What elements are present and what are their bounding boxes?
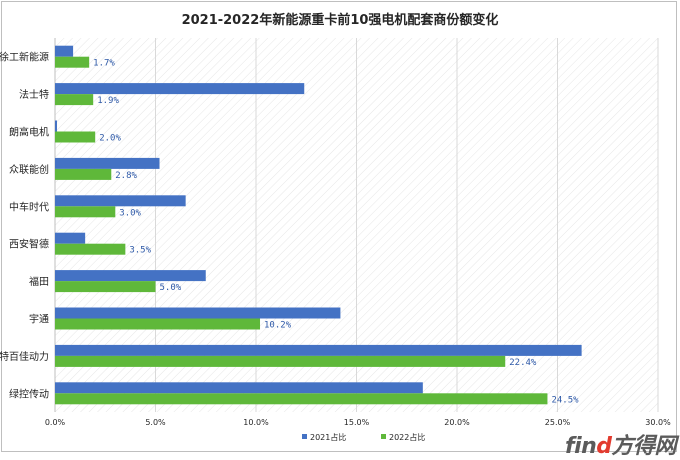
bar-2022	[55, 206, 116, 218]
bar-2021	[55, 195, 186, 207]
x-tick-label: 10.0%	[243, 418, 269, 427]
bar-2022	[55, 168, 112, 180]
data-label: 3.5%	[129, 246, 151, 256]
category-label: 众联能创	[9, 163, 49, 176]
category-label: 宇通	[29, 313, 49, 326]
data-label: 1.9%	[97, 96, 119, 106]
bar-2022	[55, 56, 90, 68]
bar-2022	[55, 281, 156, 293]
bar-2022	[55, 393, 548, 405]
data-label: 2.8%	[115, 171, 137, 181]
bar-2022	[55, 243, 126, 255]
x-tick-label: 20.0%	[444, 418, 470, 427]
bar-2022	[55, 131, 96, 143]
x-tick-label: 5.0%	[145, 418, 166, 427]
category-label: 中车时代	[9, 200, 49, 213]
x-tick-label: 30.0%	[645, 418, 671, 427]
bar-2021	[55, 382, 423, 394]
data-label: 10.2%	[264, 321, 292, 331]
chart-title: 2021-2022年新能源重卡前10强电机配套商份额变化	[181, 13, 499, 28]
legend: 2021占比 2022占比	[302, 432, 425, 442]
data-label: 1.7%	[93, 59, 115, 69]
x-tick-label: 0.0%	[45, 418, 66, 427]
bar-2022	[55, 318, 261, 330]
bar-2021	[55, 45, 74, 57]
category-label: 西安智德	[9, 238, 49, 251]
data-label: 2.0%	[99, 134, 121, 144]
bars	[55, 45, 582, 405]
data-label: 22.4%	[509, 358, 537, 368]
watermark-logo: find方得网	[565, 428, 677, 460]
category-label: 法士特	[19, 88, 49, 101]
watermark-text-main: fin	[565, 434, 597, 459]
bar-2021	[55, 307, 341, 319]
bar-2022	[55, 94, 94, 106]
x-tick-labels: 0.0% 5.0% 10.0% 15.0% 20.0% 25.0% 30.0%	[45, 418, 671, 427]
watermark-text-accent: d	[596, 434, 612, 459]
watermark-text-cn: 方得网	[611, 434, 677, 459]
legend-swatch-2021	[302, 434, 307, 439]
bar-2021	[55, 232, 86, 244]
data-label: 3.0%	[119, 208, 141, 218]
bar-2021	[55, 344, 582, 356]
data-label: 24.5%	[551, 395, 579, 405]
category-label: 特百佳动力	[0, 350, 49, 363]
legend-swatch-2022	[381, 434, 386, 439]
bar-2022	[55, 355, 506, 367]
bar-2021	[55, 157, 160, 169]
bar-2021	[55, 270, 206, 282]
category-label: 徐工新能源	[0, 51, 49, 64]
bar-2021	[55, 83, 305, 95]
legend-label-2022: 2022占比	[389, 432, 425, 442]
category-label: 绿控传动	[9, 387, 49, 400]
data-labels: 1.7% 1.9% 2.0% 2.8% 3.0% 3.5% 5.0% 10.2% 22.4% 24…	[93, 59, 579, 406]
category-label: 福田	[29, 275, 49, 288]
x-tick-label: 15.0%	[344, 418, 370, 427]
x-tick-label: 25.0%	[545, 418, 571, 427]
data-label: 5.0%	[160, 283, 182, 293]
legend-label-2021: 2021占比	[310, 432, 346, 442]
category-label: 朗高电机	[9, 126, 49, 139]
bar-2021	[55, 120, 58, 132]
